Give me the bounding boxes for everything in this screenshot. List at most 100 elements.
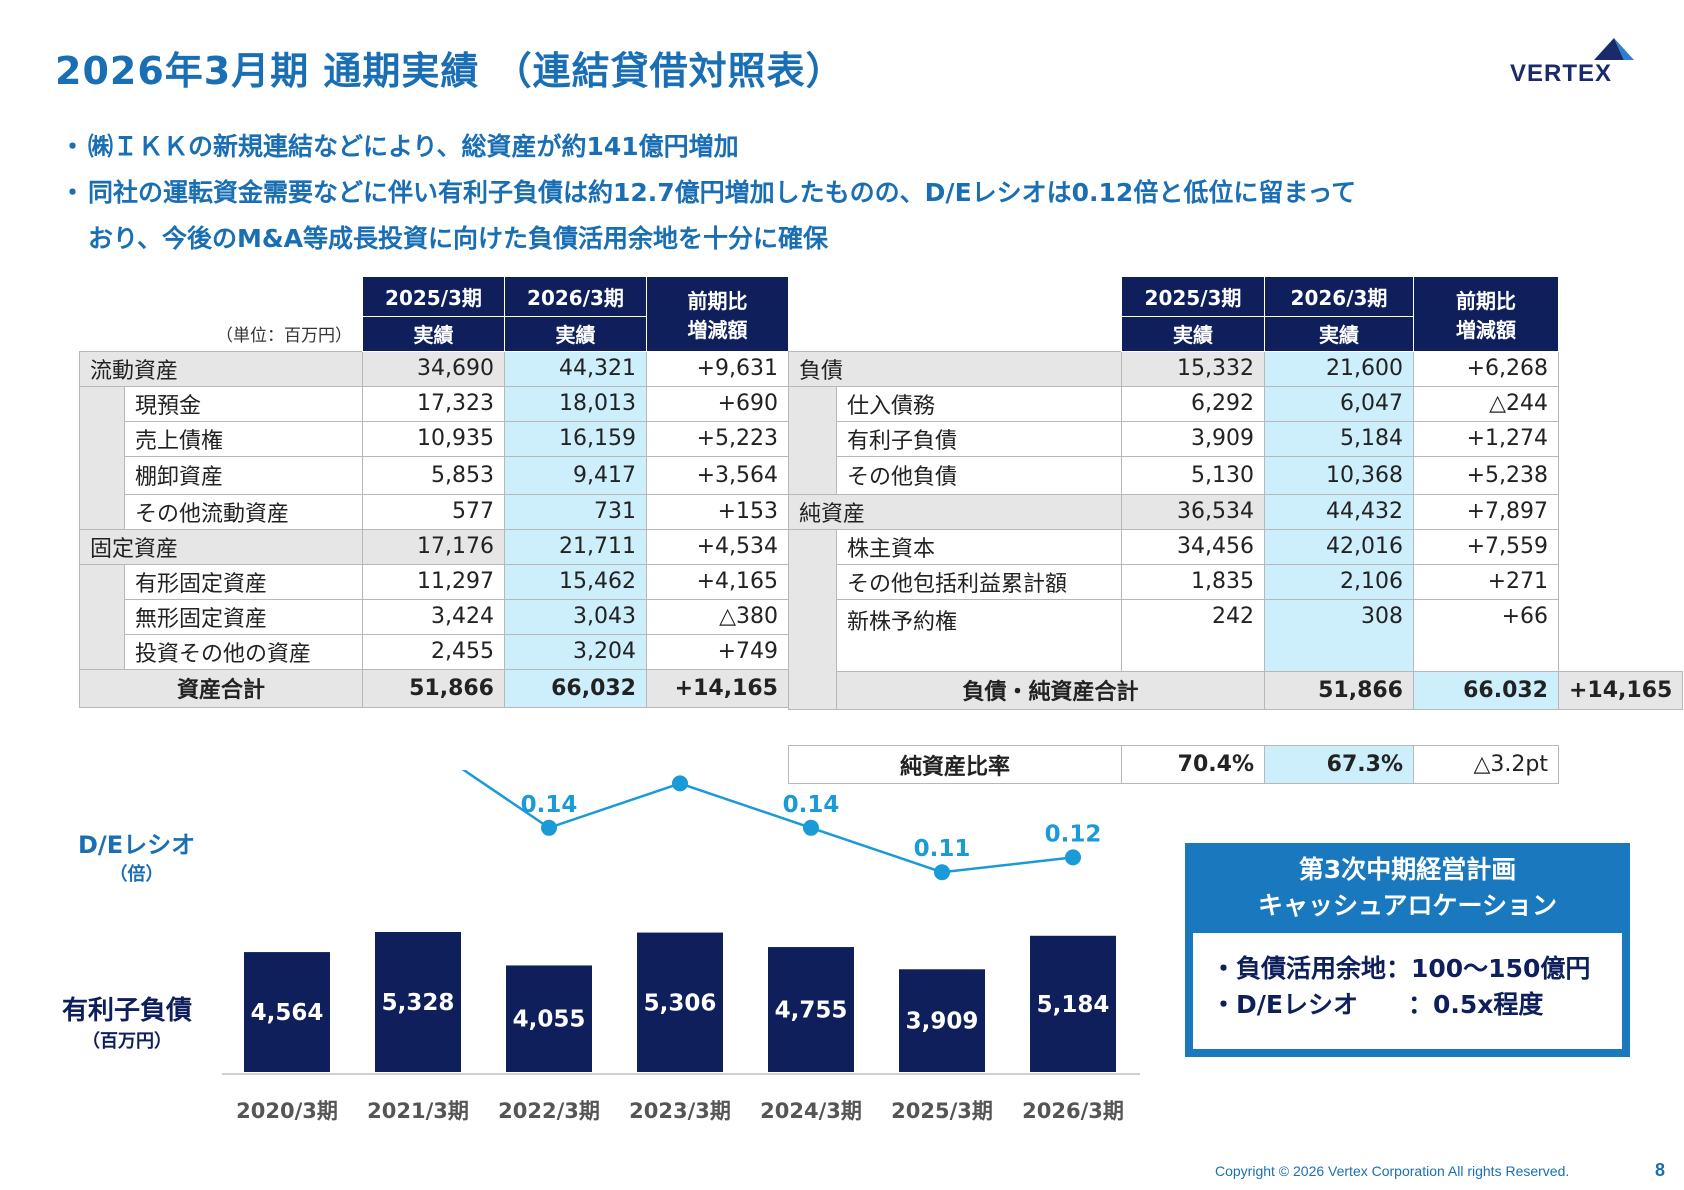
table-row: 負債 15,332 21,600 +6,268 <box>788 350 1683 387</box>
cell-2026: 44,321 <box>504 350 647 387</box>
de-label-unit: （倍） <box>109 864 164 885</box>
debt-bar <box>244 952 330 1072</box>
unit-label: （単位：百万円） <box>216 326 352 346</box>
cell-diff: +690 <box>646 385 789 422</box>
table-row: 売上債権 10,935 16,159 +5,223 <box>80 420 789 457</box>
debt-de-ratio-chart: 4,564 2020/3期 5,328 2021/3期 4,055 2022/3期 5,30… <box>222 770 1140 1123</box>
row-label: 無形固定資産 <box>124 598 363 635</box>
cell-diff: +6,268 <box>1413 350 1559 387</box>
table-row: 流動資産 34,690 44,321 +9,631 <box>79 350 789 387</box>
cell-diff: +5,238 <box>1413 455 1559 495</box>
cell-2026: 2,106 <box>1264 563 1414 600</box>
de-ratio-point <box>672 775 688 792</box>
cell-diff: +4,165 <box>646 563 789 600</box>
total-2025: 51,866 <box>1264 670 1414 710</box>
cell-2025: 5,130 <box>1121 455 1265 495</box>
de-ratio-point <box>803 819 819 836</box>
cell-2025: 36,534 <box>1121 493 1265 530</box>
ratio-2025: 70.4% <box>1121 745 1265 784</box>
table-row: 棚卸資産 5,853 9,417 +3,564 <box>80 455 789 495</box>
table-row: その他包括利益累計額 1,835 2,106 +271 <box>789 563 1683 600</box>
debt-axis-label: 有利子負債 （百万円） <box>62 990 192 1053</box>
bullet-text: おり、今後のM&A等成長投資に向けた負債活用余地を十分に確保 <box>88 224 829 253</box>
logo-triangle-icon <box>1594 38 1634 60</box>
row-label: 売上債権 <box>124 420 363 457</box>
col-2026-sub: 実績 <box>1264 316 1414 352</box>
plan-line-debt-capacity: ・負債活用余地：100〜150億円 <box>1211 954 1591 983</box>
cell-2025: 3,909 <box>1121 420 1265 457</box>
cell-diff: +7,559 <box>1413 528 1559 565</box>
cell-diff: +66 <box>1413 598 1559 672</box>
row-label: 仕入債務 <box>836 385 1122 422</box>
total-2026: 66,032 <box>504 668 647 708</box>
debt-bar-label: 4,564 <box>251 1000 324 1026</box>
bullet-text: ㈱ＩＫＫの新規連結などにより、総資産が約141億円増加 <box>88 132 739 161</box>
table-row: 有形固定資産 11,297 15,462 +4,165 <box>79 563 789 670</box>
total-label: 資産合計 <box>79 668 363 708</box>
debt-bar-label: 4,055 <box>513 1007 586 1033</box>
col-2025-sub: 実績 <box>1121 316 1265 352</box>
equity-ratio-row: 純資産比率 70.4% 67.3% △3.2pt <box>788 745 1559 784</box>
debt-bar-label: 4,755 <box>775 998 848 1024</box>
x-tick-label: 2022/3期 <box>498 1099 600 1123</box>
page-number: 8 <box>1655 1160 1666 1180</box>
cell-2025: 11,297 <box>362 563 505 600</box>
bullet-mark: ・ <box>60 132 86 161</box>
bullet-mark: ・ <box>60 178 86 207</box>
cell-2025: 577 <box>362 493 505 530</box>
row-label: 有利子負債 <box>836 420 1122 457</box>
plan-body: ・負債活用余地：100〜150億円 ・D/Eレシオ ：0.5x程度 <box>1193 933 1622 1049</box>
col-2025-year: 2025/3期 <box>362 276 505 317</box>
vertex-logo: VERTEX <box>1510 38 1660 88</box>
row-label: 純資産 <box>788 493 1122 530</box>
col-diff-a: 前期比 <box>687 288 748 313</box>
debt-label-unit: （百万円） <box>82 1031 172 1052</box>
row-label: その他負債 <box>836 455 1122 495</box>
cell-2025: 3,424 <box>362 598 505 635</box>
cell-2026: 5,184 <box>1264 420 1414 457</box>
bullet-text: 同社の運転資金需要などに伴い有利子負債は約12.7億円増加したものの、D/Eレシ… <box>88 178 1357 207</box>
cell-diff: +153 <box>646 493 789 530</box>
de-label-main: D/Eレシオ <box>78 831 196 859</box>
x-tick-label: 2023/3期 <box>629 1099 731 1123</box>
table-row: 現預金 17,323 18,013 +690 <box>79 385 789 530</box>
cell-2025: 2,455 <box>362 633 505 670</box>
plan-title-line1: 第3次中期経営計画 <box>1298 855 1517 884</box>
cell-2026: 10,368 <box>1264 455 1414 495</box>
cell-2026: 308 <box>1264 598 1414 672</box>
header-blank <box>789 277 1122 317</box>
col-diff-header: 前期比 増減額 <box>1413 276 1559 352</box>
de-ratio-point <box>541 819 557 836</box>
cell-2025: 6,292 <box>1121 385 1265 422</box>
x-tick-label: 2026/3期 <box>1022 1099 1124 1123</box>
cell-2026: 15,462 <box>504 563 647 600</box>
debt-bar-label: 5,306 <box>644 990 717 1016</box>
col-2026-sub: 実績 <box>504 316 647 352</box>
bullet-2-continued: おり、今後のM&A等成長投資に向けた負債活用余地を十分に確保 <box>60 216 1660 262</box>
total-diff: +14,165 <box>646 668 789 708</box>
cell-diff: +7,897 <box>1413 493 1559 530</box>
debt-bar <box>506 965 592 1072</box>
cell-2025: 17,323 <box>362 385 505 422</box>
x-tick-label: 2024/3期 <box>760 1099 862 1123</box>
table-row: 無形固定資産 3,424 3,043 △380 <box>80 598 789 635</box>
total-row: 負債・純資産合計 51,866 66.032 +14,165 <box>789 670 1684 710</box>
cell-2026: 16,159 <box>504 420 647 457</box>
de-ratio-label: 0.11 <box>914 836 971 862</box>
total-row: 資産合計 51,866 66,032 +14,165 <box>79 668 789 708</box>
total-label: 負債・純資産合計 <box>836 670 1265 710</box>
table-row: その他負債 5,130 10,368 +5,238 <box>789 455 1683 495</box>
cell-2026: 9,417 <box>504 455 647 495</box>
cell-diff: +5,223 <box>646 420 789 457</box>
debt-bar <box>768 947 854 1072</box>
equity-ratio-table: 純資産比率 70.4% 67.3% △3.2pt <box>788 745 1559 784</box>
col-2025-year: 2025/3期 <box>1121 276 1265 317</box>
ratio-label: 純資産比率 <box>788 745 1122 784</box>
cell-diff: △244 <box>1413 385 1559 422</box>
de-ratio-label: 0.14 <box>783 792 840 818</box>
debt-bar <box>899 969 985 1072</box>
row-label: 株主資本 <box>836 528 1122 565</box>
cell-diff: +1,274 <box>1413 420 1559 457</box>
plan-line-de-ratio: ・D/Eレシオ ：0.5x程度 <box>1211 990 1544 1019</box>
row-label: 棚卸資産 <box>124 455 363 495</box>
